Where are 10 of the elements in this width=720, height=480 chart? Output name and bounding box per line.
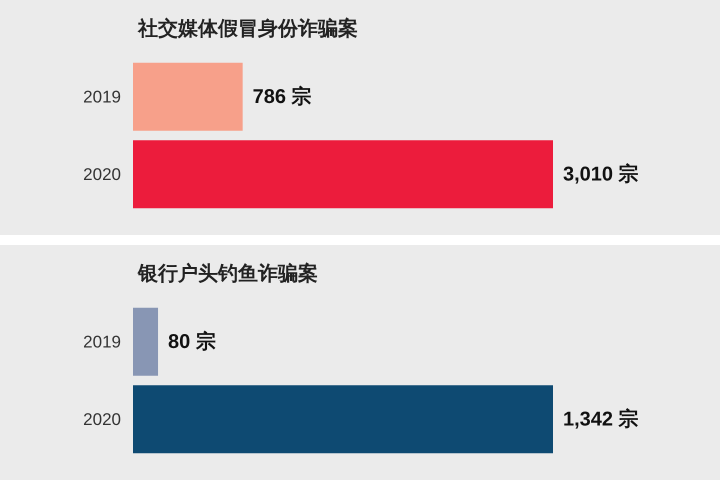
y-tick-label: 2019 — [83, 87, 121, 106]
y-tick-label: 2020 — [83, 410, 121, 429]
data-label: 80 宗 — [168, 330, 216, 353]
data-label: 1,342 宗 — [563, 407, 639, 430]
chart-title: 银行户头钓鱼诈骗案 — [137, 262, 318, 285]
chart-title: 社交媒体假冒身份诈骗案 — [137, 17, 358, 40]
data-label: 786 宗 — [252, 84, 312, 108]
y-tick-label: 2020 — [83, 164, 121, 184]
data-label: 3,010 宗 — [563, 162, 639, 186]
y-tick-label: 2019 — [83, 332, 121, 352]
